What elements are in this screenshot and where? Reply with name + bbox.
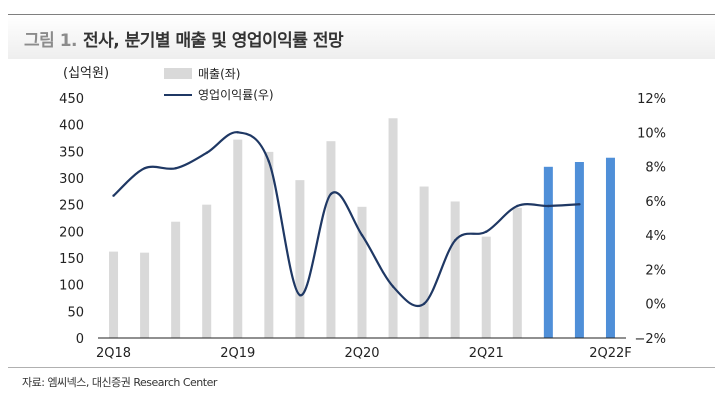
- bar: [171, 221, 181, 338]
- bar: [295, 180, 305, 338]
- legend-line-label: 영업이익률(우): [198, 88, 274, 102]
- left-tick-label: 200: [59, 225, 84, 240]
- right-tick-label: 0%: [645, 298, 666, 313]
- left-tick-label: 150: [59, 252, 84, 267]
- bar: [357, 206, 367, 338]
- left-tick-label: 400: [59, 119, 84, 134]
- right-tick-label: 8%: [645, 161, 666, 176]
- margin-point: [391, 285, 395, 288]
- left-tick-label: 50: [67, 305, 84, 320]
- bar-series: [109, 118, 615, 339]
- legend-bar-label: 매출(좌): [198, 67, 240, 81]
- margin-point: [236, 131, 239, 134]
- bar: [450, 201, 460, 338]
- left-axis-unit: (십억원): [63, 66, 109, 81]
- bar-forecast: [543, 166, 553, 338]
- bar-forecast: [605, 157, 615, 338]
- right-tick-label: 12%: [637, 92, 666, 107]
- source-note: 자료: 엠씨넥스, 대신증권 Research Center: [22, 376, 217, 389]
- figure-number: 그림 1.: [24, 31, 78, 51]
- bar: [233, 139, 243, 338]
- margin-point: [174, 167, 177, 170]
- left-tick-label: 350: [59, 145, 84, 160]
- x-tick-label: 2Q20: [344, 346, 379, 361]
- left-tick-label: 450: [59, 92, 84, 107]
- margin-point: [112, 194, 115, 197]
- bar-forecast: [574, 162, 584, 338]
- left-tick-label: 0: [76, 332, 84, 347]
- margin-point: [578, 203, 581, 206]
- margin-point: [205, 151, 208, 155]
- legend-bar-swatch: [164, 68, 192, 79]
- x-tick-label: 2Q19: [220, 346, 255, 361]
- margin-point: [143, 167, 146, 170]
- bar: [388, 118, 398, 339]
- right-tick-label: 10%: [637, 126, 666, 141]
- bar: [512, 207, 522, 338]
- x-tick-label: 2Q22F: [589, 346, 632, 361]
- left-axis-ticks: 0 50 100 150 200 250 300 350 400 450: [59, 92, 84, 347]
- margin-point: [298, 293, 302, 297]
- bar: [326, 141, 336, 338]
- left-tick-label: 100: [59, 279, 84, 294]
- margin-point: [329, 192, 333, 196]
- right-tick-label: 4%: [645, 229, 666, 244]
- title-band: [8, 15, 715, 59]
- margin-point: [422, 302, 426, 305]
- margin-line: [112, 131, 580, 307]
- bar: [109, 251, 119, 338]
- bar: [481, 236, 491, 338]
- right-tick-label: 6%: [645, 195, 666, 210]
- figure-title: 그림 1. 전사, 분기별 매출 및 영업이익률 전망: [24, 26, 344, 51]
- x-tick-label: 2Q18: [96, 346, 131, 361]
- margin-point: [516, 204, 519, 208]
- line-series: [112, 131, 581, 307]
- margin-point: [267, 160, 271, 163]
- margin-point: [485, 230, 488, 233]
- right-tick-label: 2%: [645, 263, 666, 278]
- bar: [264, 151, 274, 338]
- figure-title-text: 전사, 분기별 매출 및 영업이익률 전망: [83, 31, 344, 51]
- margin-point: [547, 204, 550, 208]
- bar: [419, 186, 429, 338]
- right-axis-ticks: −2% 0% 2% 4% 6% 8% 10% 12%: [634, 92, 666, 347]
- x-tick-label: 2Q21: [469, 346, 504, 361]
- left-tick-label: 300: [59, 172, 84, 187]
- margin-point: [453, 239, 457, 242]
- bar: [202, 204, 212, 338]
- bottom-rule: [8, 367, 715, 368]
- bar: [140, 252, 150, 338]
- x-axis-ticks: 2Q18 2Q19 2Q20 2Q21 2Q22F: [96, 346, 632, 361]
- right-tick-label: −2%: [634, 332, 666, 347]
- left-tick-label: 250: [59, 199, 84, 214]
- margin-point: [360, 233, 364, 237]
- top-rule: [8, 14, 715, 15]
